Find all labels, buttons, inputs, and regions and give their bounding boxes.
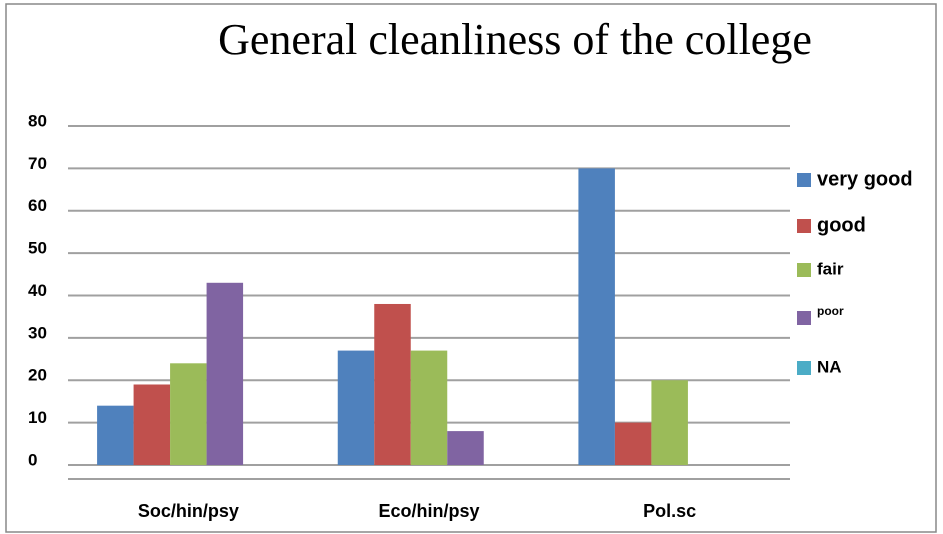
legend-label: poor xyxy=(817,304,844,318)
bar xyxy=(374,303,411,465)
legend-swatch xyxy=(797,311,811,325)
bar xyxy=(170,363,207,465)
y-tick-label: 60 xyxy=(28,196,47,215)
x-tick-label: Eco/hin/psy xyxy=(378,501,479,521)
y-tick-label: 50 xyxy=(28,239,47,258)
bar xyxy=(578,168,615,465)
bar xyxy=(133,384,171,465)
frame xyxy=(5,3,937,533)
legend-swatch xyxy=(797,173,811,187)
x-tick-label: Pol.sc xyxy=(643,501,696,521)
legend-swatch xyxy=(797,219,811,233)
y-tick-label: 20 xyxy=(28,366,47,385)
bar xyxy=(337,350,375,465)
bar xyxy=(447,431,484,465)
y-tick-label: 30 xyxy=(28,323,47,342)
legend-label: fair xyxy=(817,259,844,278)
x-tick-label: Soc/hin/psy xyxy=(138,501,239,521)
bar xyxy=(651,380,688,465)
y-tick-label: 40 xyxy=(28,281,47,300)
legend-label: very good xyxy=(817,168,913,190)
legend-swatch xyxy=(797,361,811,375)
legend-label: good xyxy=(817,214,866,236)
legend-swatch xyxy=(797,263,811,277)
bar xyxy=(410,350,448,465)
chart-title: General cleanliness of the college xyxy=(218,15,812,64)
legend-label: NA xyxy=(817,357,842,376)
bar xyxy=(206,282,244,465)
y-tick-label: 80 xyxy=(28,111,47,130)
bar xyxy=(614,422,652,465)
y-tick-label: 10 xyxy=(28,408,47,427)
y-tick-label: 0 xyxy=(28,450,37,469)
y-tick-label: 70 xyxy=(28,154,47,173)
bar xyxy=(97,405,134,465)
